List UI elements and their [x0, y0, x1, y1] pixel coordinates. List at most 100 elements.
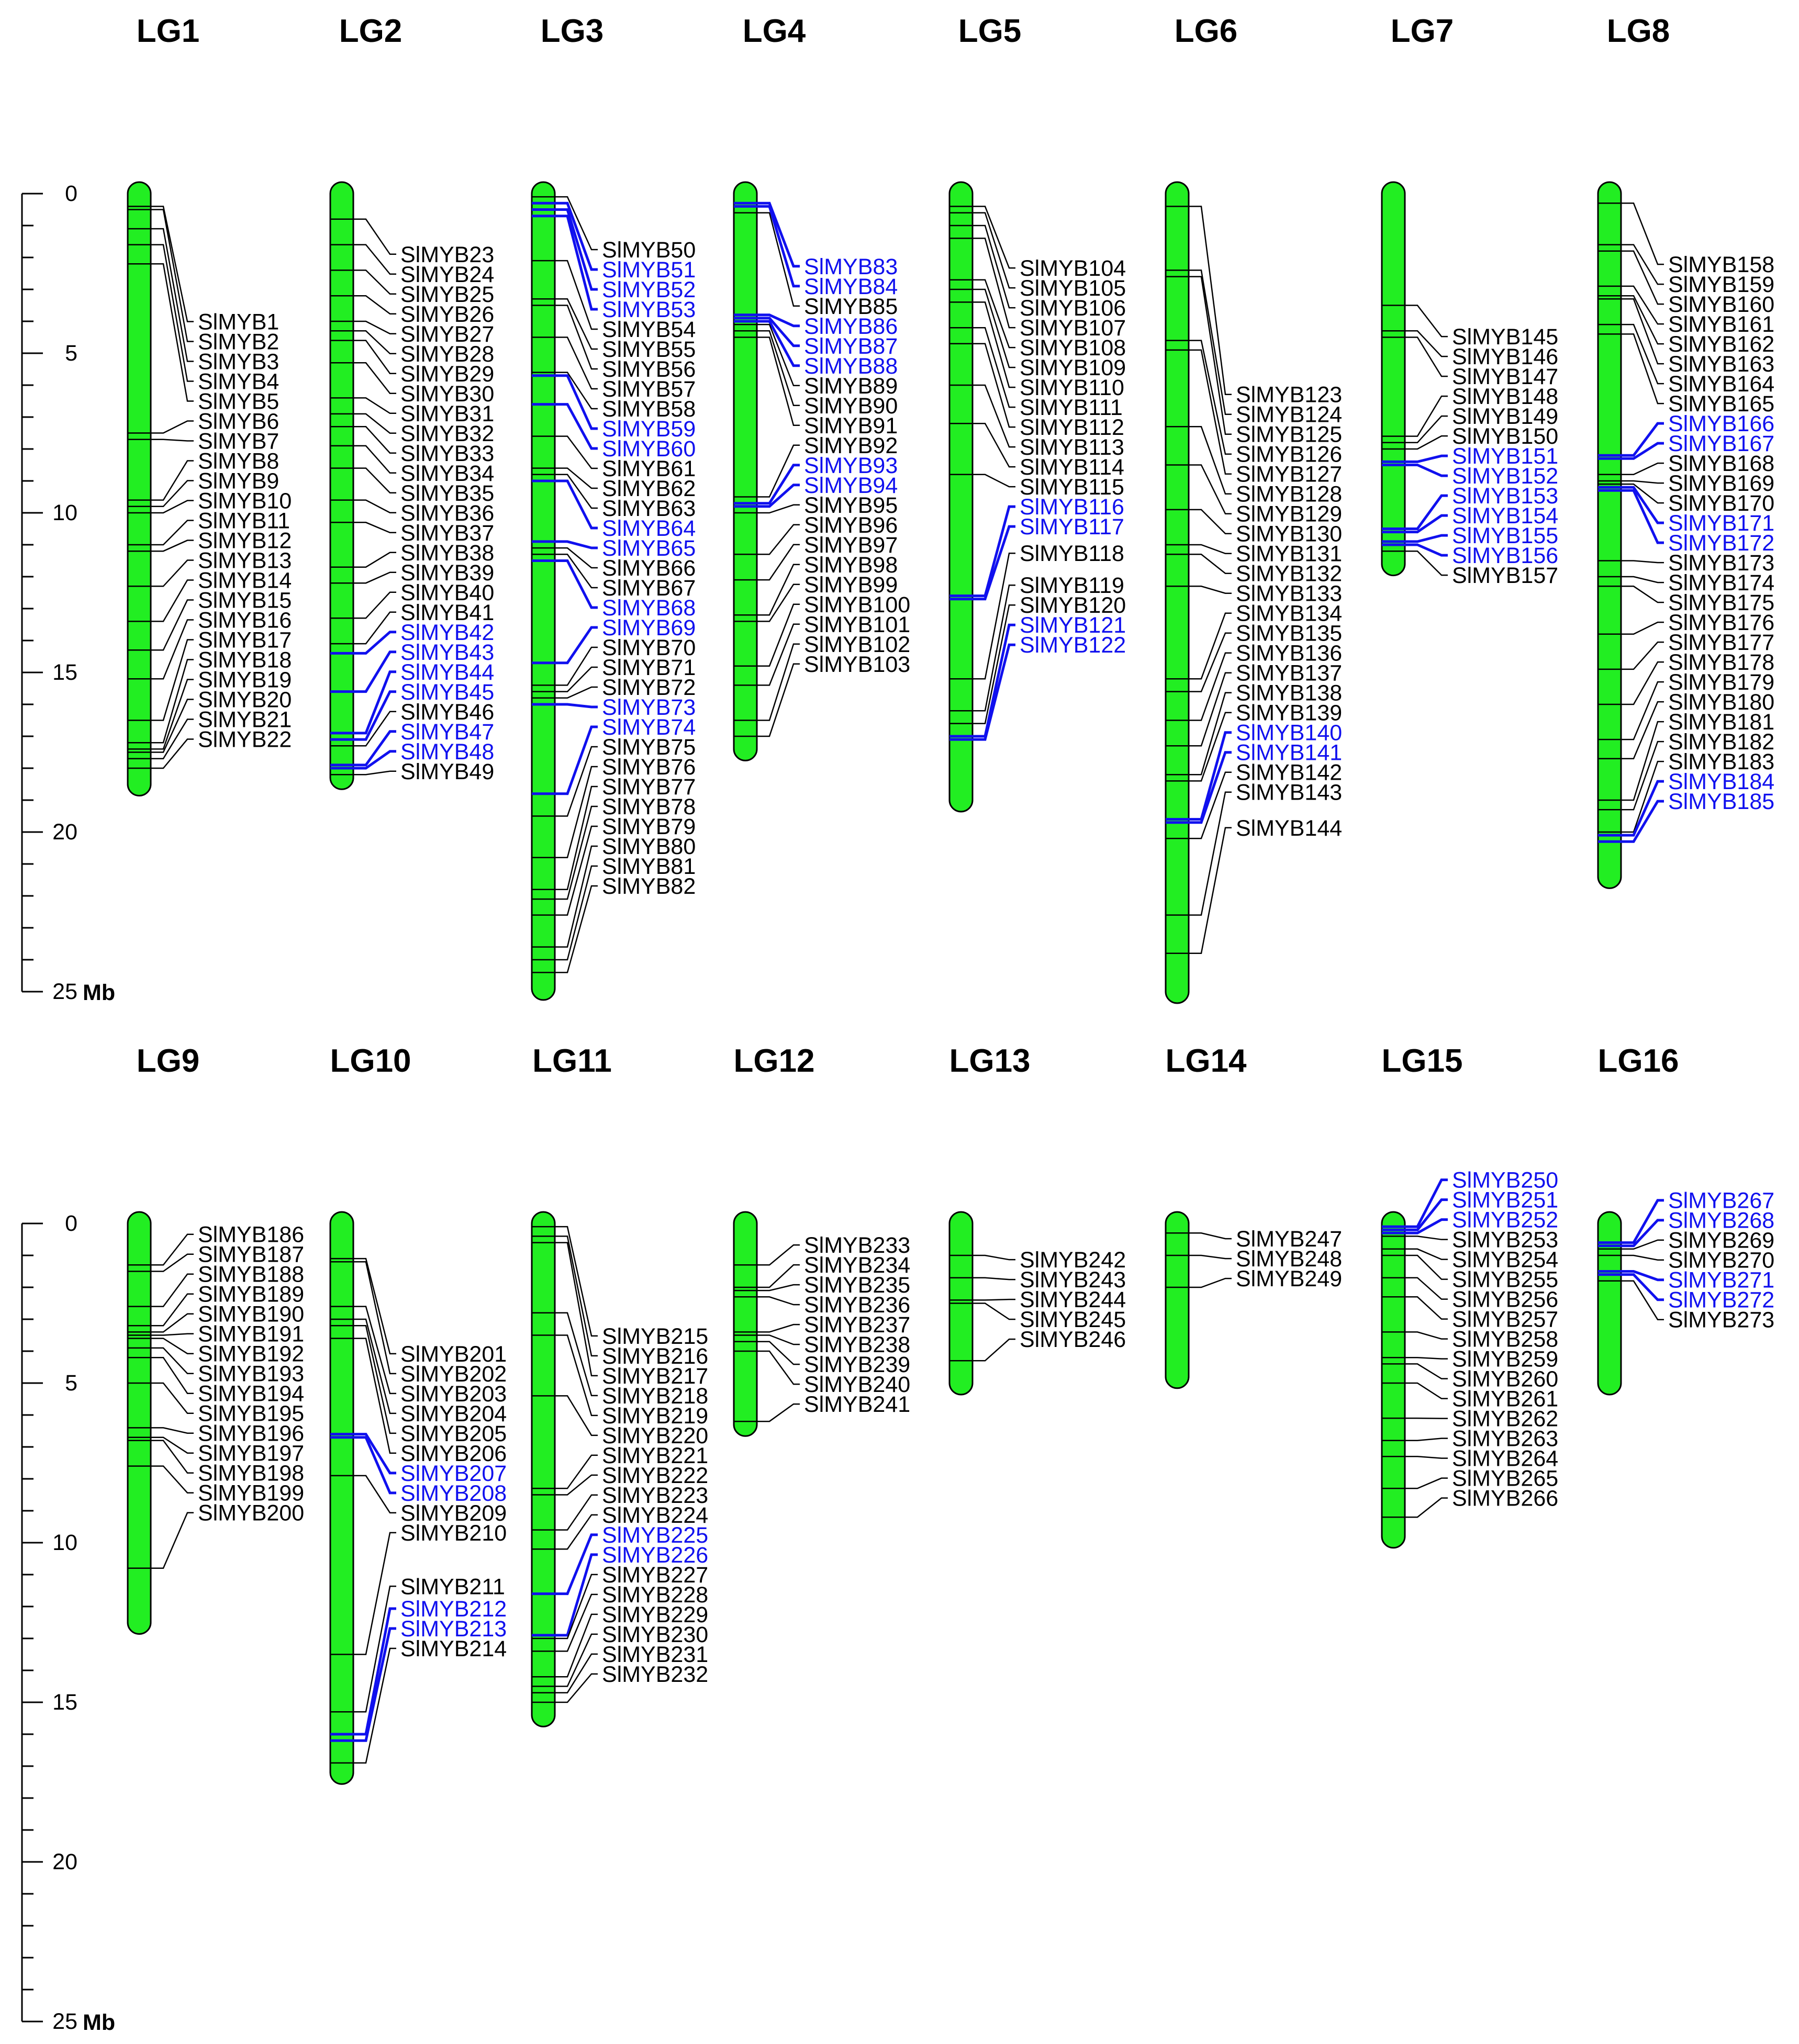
gene-label: SlMYB121 — [1020, 613, 1126, 638]
gene-label: SlMYB57 — [602, 377, 696, 402]
gene-label: SlMYB76 — [602, 755, 696, 780]
gene-connector — [151, 1382, 194, 1414]
gene-label: SlMYB162 — [1668, 332, 1774, 357]
gene-label: SlMYB193 — [198, 1362, 304, 1387]
gene-label: SlMYB221 — [602, 1443, 708, 1468]
gene-connector — [555, 1653, 598, 1693]
gene-label: SlMYB46 — [400, 700, 494, 725]
gene-connector — [555, 474, 598, 509]
gene-label: SlMYB96 — [804, 513, 898, 538]
gene-label: SlMYB9 — [198, 469, 279, 494]
chromosome-body — [329, 1211, 354, 1785]
gene-label: SlMYB118 — [1020, 541, 1124, 566]
gene-label: SlMYB108 — [1020, 335, 1126, 361]
gene-label: SlMYB139 — [1236, 701, 1342, 726]
gene-label: SlMYB183 — [1668, 749, 1774, 774]
gene-connector — [151, 1313, 194, 1333]
gene-label: SlMYB22 — [198, 727, 292, 753]
gene-connector — [1621, 1199, 1664, 1244]
gene-label: SlMYB225 — [602, 1523, 708, 1548]
gene-label: SlMYB260 — [1452, 1367, 1558, 1392]
gene-label: SlMYB232 — [602, 1662, 708, 1687]
gene-connector — [973, 552, 1015, 680]
scale-unit-label: Mb — [83, 2010, 115, 2035]
gene-label: SlMYB271 — [1668, 1268, 1774, 1293]
gene-label: SlMYB262 — [1452, 1407, 1558, 1432]
gene-label: SlMYB29 — [400, 362, 494, 387]
gene-label: SlMYB230 — [602, 1622, 708, 1647]
gene-connector — [757, 330, 800, 407]
gene-connector — [151, 1347, 194, 1374]
gene-connector — [757, 1264, 800, 1288]
gene-label: SlMYB206 — [400, 1441, 507, 1466]
gene-label: SlMYB134 — [1236, 601, 1342, 626]
gene-connector — [555, 403, 598, 450]
gene-label: SlMYB5 — [198, 389, 279, 414]
gene-label: SlMYB129 — [1236, 502, 1342, 527]
gene-connector — [1189, 652, 1232, 721]
gene-label: SlMYB140 — [1236, 721, 1342, 746]
gene-connector — [353, 218, 396, 255]
gene-label: SlMYB4 — [198, 369, 279, 395]
gene-label: SlMYB62 — [602, 476, 696, 501]
gene-connector — [555, 336, 598, 390]
gene-label: SlMYB25 — [400, 282, 494, 307]
gene-label: SlMYB223 — [602, 1483, 708, 1508]
gene-label: SlMYB263 — [1452, 1427, 1558, 1452]
gene-connector — [151, 1333, 194, 1336]
gene-connector — [1189, 276, 1232, 435]
gene-connector — [757, 544, 800, 581]
gene-connector — [555, 305, 598, 370]
gene-label: SlMYB153 — [1452, 484, 1558, 509]
gene-connector — [973, 279, 1015, 349]
gene-label: SlMYB64 — [602, 516, 696, 541]
gene-connector — [973, 238, 1015, 329]
chromosome-lg15: LG15SlMYB250SlMYB251SlMYB252SlMYB253SlMY… — [1381, 1043, 1558, 1549]
chromosome-body — [948, 181, 974, 813]
gene-connector — [353, 362, 396, 395]
gene-label: SlMYB181 — [1668, 710, 1774, 735]
gene-connector — [353, 730, 396, 767]
gene-connector — [1621, 576, 1664, 583]
gene-label: SlMYB17 — [198, 628, 292, 653]
gene-label: SlMYB38 — [400, 541, 494, 566]
gene-connector — [1405, 330, 1448, 357]
gene-connector — [151, 500, 194, 514]
gene-connector — [1189, 426, 1232, 495]
gene-label: SlMYB145 — [1452, 324, 1558, 350]
gene-label: SlMYB85 — [804, 294, 898, 319]
gene-connector — [1621, 422, 1664, 457]
gene-connector — [353, 690, 396, 741]
gene-label: SlMYB208 — [400, 1481, 507, 1506]
gene-label: SlMYB214 — [400, 1636, 507, 1661]
gene-connector — [757, 1296, 800, 1306]
gene-label: SlMYB106 — [1020, 296, 1126, 321]
gene-connector — [353, 330, 396, 355]
gene-connector — [555, 554, 598, 589]
gene-label: SlMYB224 — [602, 1503, 708, 1528]
scale-bar: 0 5 10 15 20 25 Mb — [21, 181, 115, 1005]
gene-connector — [353, 650, 396, 693]
gene-label: SlMYB136 — [1236, 641, 1342, 666]
chromosome-body — [531, 181, 556, 1001]
gene-connector — [555, 374, 598, 430]
gene-connector — [353, 1532, 396, 1655]
gene-label: SlMYB70 — [602, 635, 696, 660]
gene-connector — [353, 1586, 396, 1713]
chromosome-title: LG14 — [1165, 1043, 1247, 1079]
gene-label: SlMYB16 — [198, 608, 292, 633]
gene-label: SlMYB149 — [1452, 404, 1558, 429]
gene-label: SlMYB172 — [1668, 531, 1774, 556]
gene-label: SlMYB141 — [1236, 740, 1342, 766]
gene-connector — [151, 718, 194, 759]
gene-label: SlMYB188 — [198, 1262, 304, 1287]
gene-label: SlMYB137 — [1236, 661, 1342, 686]
gene-label: SlMYB195 — [198, 1401, 304, 1427]
gene-label: SlMYB207 — [400, 1461, 507, 1486]
gene-label: SlMYB171 — [1668, 511, 1774, 536]
gene-connector — [1621, 740, 1664, 811]
gene-connector — [1405, 1198, 1448, 1231]
chromosome-body — [127, 1211, 152, 1635]
gene-connector — [757, 1350, 800, 1385]
